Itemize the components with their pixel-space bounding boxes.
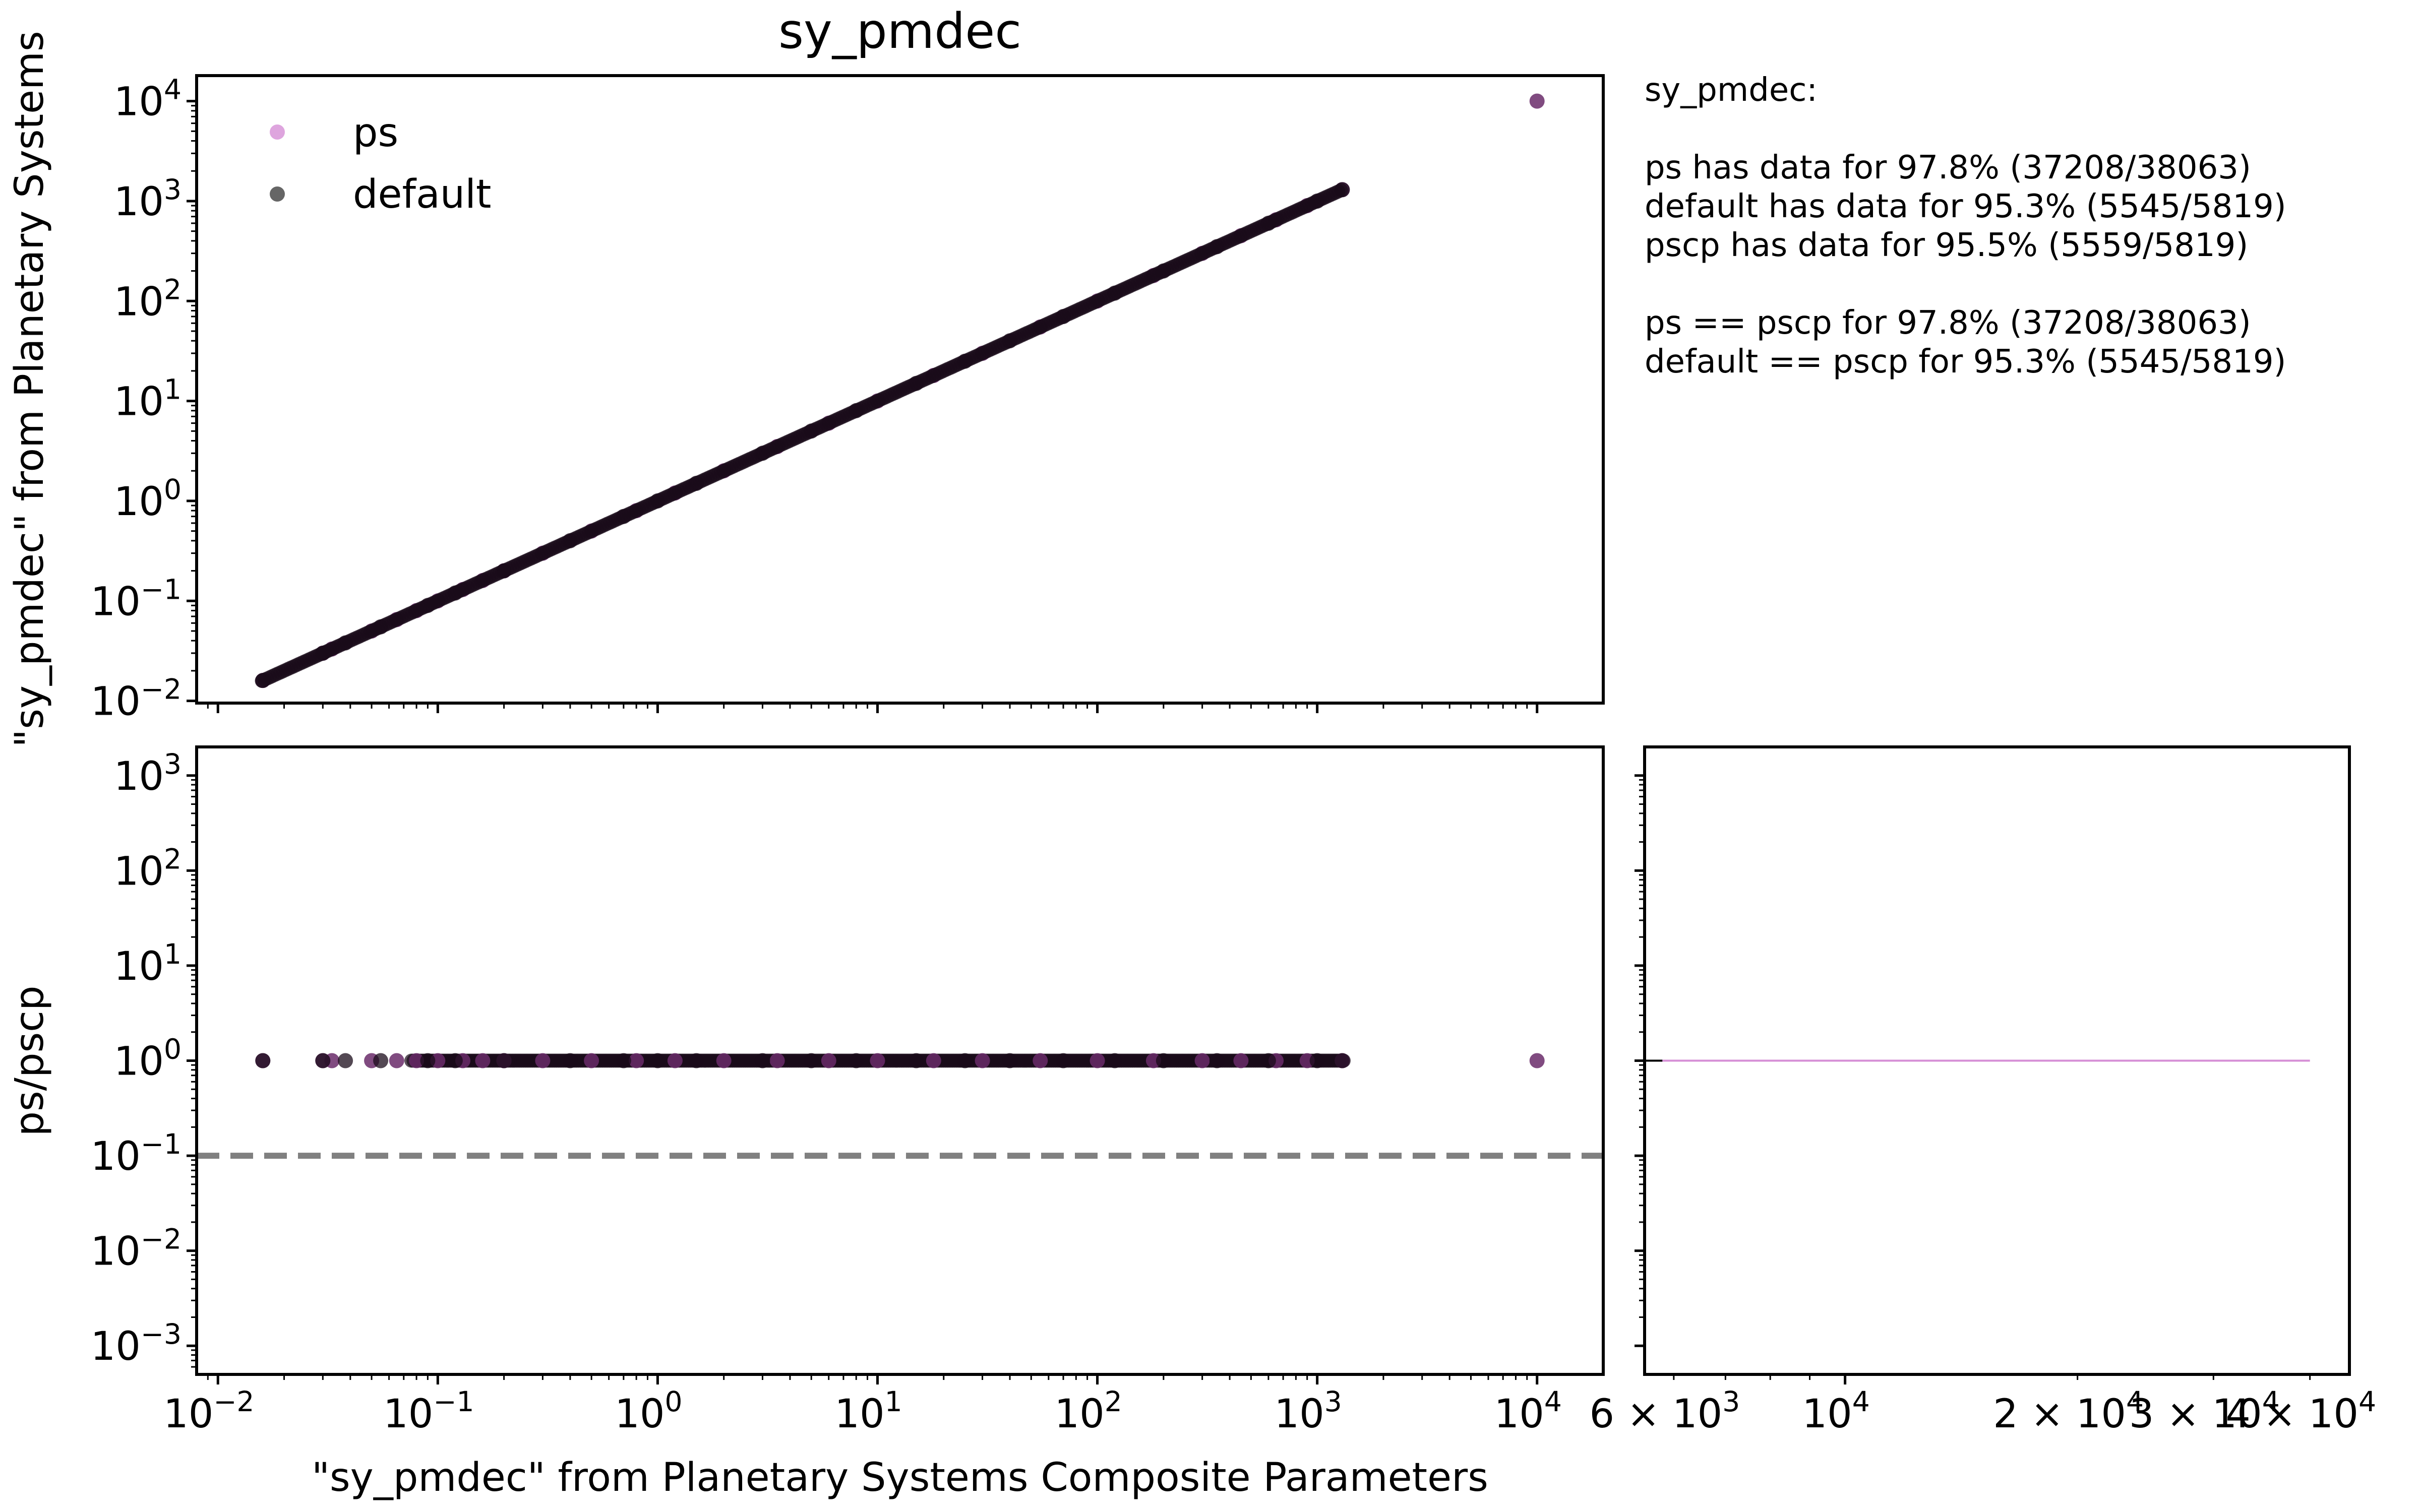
bottom-point-ps [584,1053,599,1068]
bottom-point-ps [870,1053,885,1068]
bottom-point-default [1335,1053,1350,1068]
bottom-x-tick-label: 10−2 [163,1385,254,1437]
top-y-tick-label: 101 [114,373,182,425]
side-x-tick-label: 104 [1802,1385,1869,1437]
top-y-tick-label: 10−2 [91,673,182,725]
bottom-y-tick-label: 100 [114,1033,182,1085]
bottom-point-ps [769,1053,785,1068]
stats-line: ps has data for 97.8% (37208/38063) [1645,149,2251,186]
stats-line: default == pscp for 95.3% (5545/5819) [1645,343,2286,381]
bottom-y-tick-label: 103 [114,748,182,799]
bottom-point-ps [475,1053,491,1068]
bottom-point-ps [389,1053,404,1068]
bottom-x-tick-label: 102 [1054,1385,1122,1437]
bottom-ticks-layer: 10−2 10−1 100 101 102 103 104 10−3 10−2 10−1 100 10… [91,748,1562,1437]
bottom-point-ps [1194,1053,1210,1068]
top-scatter-panel: 10−2 10−1 100 101 102 103 104 sy_pmdec "sy_pmd… [7,3,1605,747]
bottom-point-default [562,1053,578,1068]
bottom-point-ps [975,1053,990,1068]
bottom-y-tick-label: 102 [114,843,182,894]
side-x-tick-label: 4 × 104 [2225,1385,2376,1437]
bottom-y-tick-label: 101 [114,938,182,989]
bottom-point-default [1260,1053,1276,1068]
bottom-point-ps [1090,1053,1105,1068]
top-y-tick-label: 102 [114,273,182,325]
bottom-x-tick-label: 101 [834,1385,902,1437]
bottom-point-default [804,1053,819,1068]
bottom-point-ps [535,1053,551,1068]
top-y-tick-label: 100 [114,473,182,525]
bottom-point-ps [1033,1053,1048,1068]
bottom-x-tick-label: 104 [1494,1385,1562,1437]
bottom-y-tick-label: 10−2 [91,1223,182,1275]
bottom-point-default [338,1053,353,1068]
top-y-tick-label: 104 [114,74,182,125]
legend: ps default [270,110,491,217]
bottom-x-tick-label: 10−1 [383,1385,474,1437]
bottom-ratio-panel: 10−2 10−1 100 101 102 103 104 10−3 10−2 10−1 100 10… [7,745,1605,1500]
legend-label-default: default [353,172,491,217]
bottom-x-tick-label: 103 [1275,1385,1342,1437]
bottom-points-layer [255,1053,1545,1068]
top-points-layer [255,93,1545,688]
bottom-point-default [373,1053,389,1068]
top-point-dense [1334,183,1348,198]
bottom-point-ps [629,1053,644,1068]
stats-text-block: sy_pmdec:ps has data for 97.8% (37208/38… [1645,72,2286,381]
bottom-point-ps [409,1053,425,1068]
bottom-point-default [1056,1053,1071,1068]
legend-marker-default [270,186,285,202]
bottom-point-default [255,1053,271,1068]
bottom-point-default [689,1053,704,1068]
bottom-point-default [1002,1053,1017,1068]
bottom-point-default [849,1053,864,1068]
bottom-point-default [496,1053,512,1068]
bottom-point-default [755,1053,770,1068]
bottom-xlabel: "sy_pmdec" from Planetary Systems Compos… [312,1455,1488,1500]
top-ylabel: "sy_pmdec" from Planetary Systems [7,31,52,747]
side-x-tick-label: 2 × 104 [1993,1385,2144,1437]
bottom-point-default [1107,1053,1123,1068]
bottom-point-default [957,1053,973,1068]
bottom-point-default [909,1053,924,1068]
bottom-point-ps [1529,1053,1545,1068]
top-point-ps [1529,93,1545,109]
bottom-point-default [650,1053,666,1068]
stats-line: sy_pmdec: [1645,72,1818,109]
stats-line: pscp has data for 95.5% (5559/5819) [1645,227,2248,264]
top-ticks-layer: 10−2 10−1 100 101 102 103 104 [91,74,1539,725]
top-title: sy_pmdec [778,3,1021,59]
top-axes-frame [195,74,1605,705]
bottom-point-ps [1233,1053,1249,1068]
top-y-tick-label: 103 [114,173,182,225]
stats-line: ps == pscp for 97.8% (37208/38063) [1645,304,2251,342]
bottom-point-ps [716,1053,732,1068]
bottom-point-ps [821,1053,836,1068]
bottom-point-default [420,1053,436,1068]
bottom-point-default [315,1053,331,1068]
bottom-point-default [1156,1053,1171,1068]
top-y-tick-label: 10−1 [91,573,182,624]
bottom-y-tick-label: 10−1 [91,1128,182,1179]
bottom-ylabel: ps/pscp [7,986,52,1137]
side-x-tick-label: 6 × 103 [1589,1385,1740,1437]
legend-marker-ps [270,124,285,140]
side-x-tick-label: 3 × 104 [2129,1385,2280,1437]
bottom-point-ps [667,1053,683,1068]
bottom-point-default [447,1053,463,1068]
bottom-point-default [1309,1053,1325,1068]
legend-label-ps: ps [353,110,398,156]
bottom-point-ps [926,1053,941,1068]
bottom-point-default [616,1053,631,1068]
bottom-x-tick-label: 100 [615,1385,682,1437]
stats-line: default has data for 95.3% (5545/5819) [1645,188,2286,225]
bottom-point-default [1209,1053,1225,1068]
bottom-y-tick-label: 10−3 [91,1318,182,1369]
